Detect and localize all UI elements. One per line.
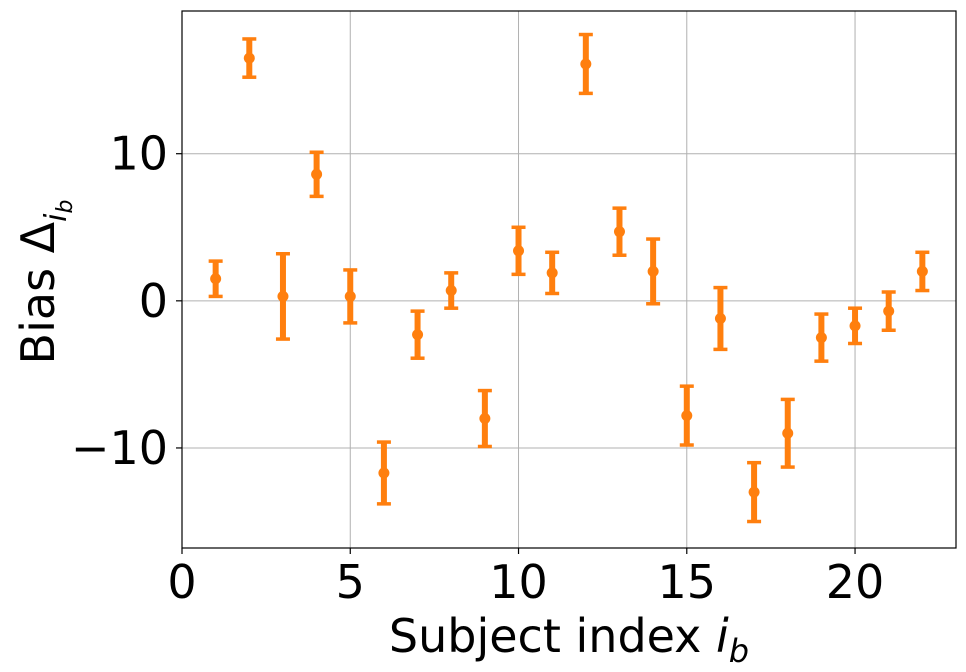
data-point-10 [511, 225, 526, 277]
x-tick-label: 5 [336, 555, 365, 609]
data-point-6 [376, 440, 391, 506]
grid [181, 11, 956, 548]
plot-frame [181, 10, 957, 549]
point-marker [681, 410, 693, 422]
point-marker [513, 245, 525, 257]
point-marker [344, 290, 356, 302]
x-axis-label: Subject index ib [389, 609, 749, 670]
point-marker [210, 273, 222, 285]
point-marker [748, 486, 760, 498]
data-point-5 [343, 268, 358, 325]
point-marker [613, 226, 625, 238]
x-tick-label: 10 [489, 555, 548, 609]
data-point-16 [713, 285, 728, 352]
ticks: 0 5 10 15 20 −10 0 10 [71, 127, 884, 609]
point-marker [883, 305, 895, 317]
point-marker [815, 332, 827, 344]
data-point-7 [410, 309, 425, 360]
y-axis-label: Bias Δib [11, 200, 78, 365]
point-marker [580, 58, 592, 70]
data-point-18 [780, 397, 795, 469]
data-point-3 [275, 252, 290, 341]
data-point-11 [545, 250, 560, 296]
point-marker [546, 267, 558, 279]
data-point-14 [646, 237, 661, 306]
point-marker [378, 467, 390, 479]
series-bias [208, 32, 930, 524]
point-marker [243, 52, 255, 64]
data-point-17 [747, 460, 762, 524]
x-tick-label: 0 [167, 555, 196, 609]
x-tick-label: 20 [826, 555, 885, 609]
point-marker [311, 168, 323, 180]
point-marker [647, 265, 659, 277]
data-point-22 [915, 250, 930, 293]
point-marker [479, 413, 491, 425]
y-tick-label: 0 [139, 274, 168, 328]
data-point-4 [309, 150, 324, 199]
data-point-20 [848, 306, 863, 346]
point-marker [277, 290, 289, 302]
data-point-9 [477, 388, 492, 449]
data-point-8 [444, 271, 459, 310]
data-point-12 [578, 32, 593, 96]
point-marker [916, 265, 928, 277]
data-point-13 [612, 206, 627, 257]
y-tick-label: 10 [109, 127, 168, 181]
data-point-19 [814, 312, 829, 363]
point-marker [714, 312, 726, 324]
point-marker [782, 427, 794, 439]
point-marker [445, 285, 457, 297]
data-point-15 [679, 384, 694, 447]
x-tick-label: 15 [658, 555, 717, 609]
y-tick-label: −10 [71, 421, 168, 475]
data-point-21 [881, 290, 896, 333]
data-point-1 [208, 259, 223, 299]
point-marker [412, 329, 424, 341]
point-marker [849, 320, 861, 332]
data-point-2 [242, 37, 257, 79]
